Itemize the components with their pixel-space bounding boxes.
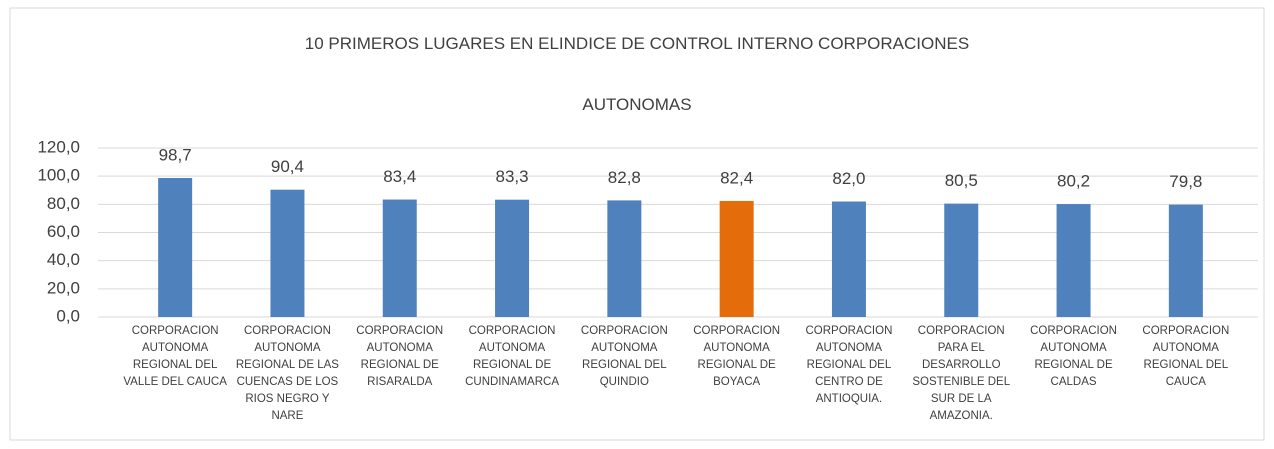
bar <box>719 200 754 317</box>
chart-title: 10 PRIMEROS LUGARES EN ELINDICE DE CONTR… <box>304 34 970 53</box>
y-tick-label: 120,0 <box>37 137 80 156</box>
value-label: 82,8 <box>608 168 641 187</box>
bar <box>831 201 866 317</box>
value-label: 82,4 <box>720 168 753 187</box>
value-label: 82,0 <box>832 169 865 188</box>
y-tick-label: 100,0 <box>37 166 80 185</box>
value-label: 83,3 <box>496 167 529 186</box>
value-label: 83,4 <box>383 167 416 186</box>
value-label: 90,4 <box>271 157 304 176</box>
y-tick-label: 40,0 <box>47 250 80 269</box>
bar <box>158 177 193 317</box>
value-label: 98,7 <box>159 145 192 164</box>
x-tick-label: CORPORACION AUTONOMA REGIONAL DE LAS CUE… <box>235 325 339 422</box>
x-tick-label: CORPORACION AUTONOMA REGIONAL DE CALDAS <box>1030 325 1117 388</box>
bar <box>270 189 305 317</box>
bar <box>495 199 530 317</box>
y-tick-label: 20,0 <box>47 278 80 297</box>
bar <box>382 199 417 317</box>
y-tick-label: 80,0 <box>47 194 80 213</box>
value-label: 79,8 <box>1169 172 1202 191</box>
x-tick-label: CORPORACION PARA EL DESARROLLO SOSTENIBL… <box>912 325 1011 422</box>
bar <box>607 200 642 317</box>
x-tick-label: CORPORACION AUTONOMA REGIONAL DEL CAUCA <box>1142 325 1230 388</box>
x-tick-label: CORPORACION AUTONOMA REGIONAL DE CUNDINA… <box>465 325 559 388</box>
value-label: 80,5 <box>945 171 978 190</box>
bar <box>944 203 979 317</box>
y-tick-label: 60,0 <box>47 222 80 241</box>
chart-title: AUTONOMAS <box>582 95 692 114</box>
x-tick-label: CORPORACION AUTONOMA REGIONAL DEL VALLE … <box>123 325 227 388</box>
y-tick-label: 0,0 <box>56 306 80 325</box>
bar <box>1168 204 1203 317</box>
x-tick-label: CORPORACION AUTONOMA REGIONAL DE RISARAL… <box>356 325 444 388</box>
value-label: 80,2 <box>1057 172 1090 191</box>
x-tick-label: CORPORACION AUTONOMA REGIONAL DEL QUINDI… <box>580 325 668 388</box>
bar <box>1056 204 1091 317</box>
x-tick-label: CORPORACION AUTONOMA REGIONAL DE BOYACA <box>693 325 781 388</box>
x-tick-label: CORPORACION AUTONOMA REGIONAL DEL CENTRO… <box>805 325 893 405</box>
